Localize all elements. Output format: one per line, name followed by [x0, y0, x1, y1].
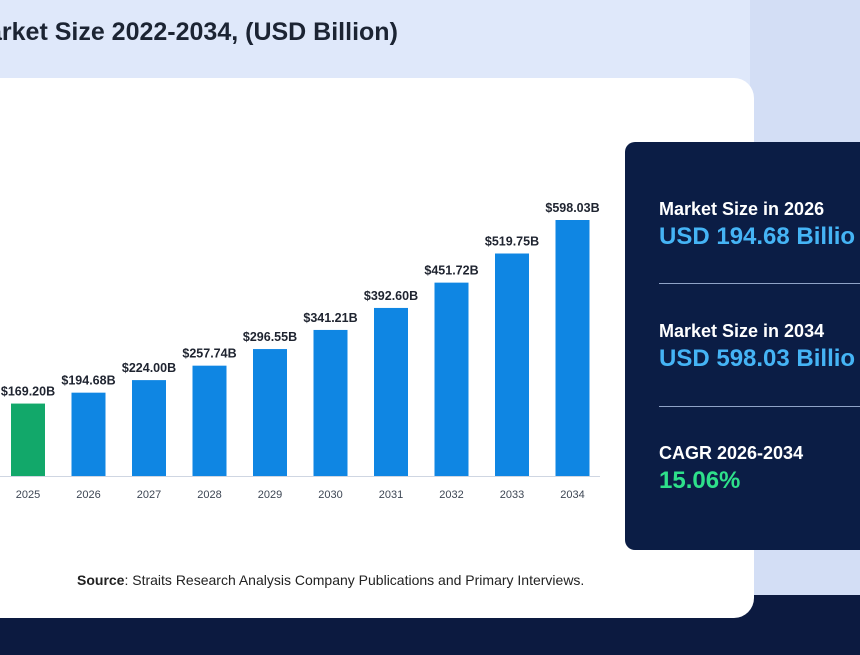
source-text: : Straits Research Analysis Company Publ…	[124, 572, 585, 588]
x-tick-label-2034: 2034	[560, 489, 584, 501]
x-tick-label-2025: 2025	[16, 489, 40, 501]
data-label-2031: $392.60B	[364, 289, 418, 303]
data-label-2027: $224.00B	[122, 361, 176, 375]
x-tick-label-2032: 2032	[439, 489, 463, 501]
bar-2031	[374, 307, 408, 476]
bar-2034	[555, 220, 590, 476]
bar-2028	[192, 365, 227, 476]
bar-chart: $169.20B 2025 $194.68B 2026 $224.00B 2027 $257…	[0, 201, 600, 501]
page-title: arket Size 2022-2034, (USD Billion)	[0, 18, 398, 46]
x-tick-label-2026: 2026	[76, 489, 100, 501]
x-tick-label-2029: 2029	[258, 489, 282, 501]
x-tick-label-2031: 2031	[379, 489, 403, 501]
stat-divider	[659, 406, 860, 407]
stat-market-size-2026: Market Size in 2026 USD 194.68 Billio	[659, 199, 855, 251]
data-label-2032: $451.72B	[424, 264, 478, 278]
data-label-2028: $257.74B	[182, 347, 236, 361]
stat-cagr: CAGR 2026-2034 15.06%	[659, 443, 803, 495]
stat-label: CAGR 2026-2034	[659, 443, 804, 463]
bar-2032	[434, 282, 469, 476]
stat-label: Market Size in 2026	[659, 199, 825, 219]
data-label-2034: $598.03B	[545, 201, 599, 215]
bar-2027	[132, 380, 166, 476]
stat-divider	[659, 283, 860, 284]
bar-2030	[313, 329, 348, 476]
x-tick-label-2028: 2028	[197, 489, 221, 501]
data-label-2033: $519.75B	[485, 235, 539, 249]
bar-2033	[495, 253, 529, 476]
bar-2025	[11, 403, 45, 476]
x-tick-label-2027: 2027	[137, 489, 161, 501]
source-label: Source	[77, 572, 125, 588]
stat-value: 15.06%	[659, 467, 741, 494]
stat-label: Market Size in 2034	[659, 321, 825, 341]
data-label-2029: $296.55B	[243, 330, 297, 344]
stat-value: USD 598.03 Billio	[659, 345, 856, 372]
stat-value: USD 194.68 Billio	[659, 223, 856, 250]
source-note: Source: Straits Research Analysis Compan…	[77, 572, 584, 588]
data-label-2026: $194.68B	[61, 374, 115, 388]
stat-market-size-2034: Market Size in 2034 USD 598.03 Billio	[659, 321, 855, 373]
x-tick-label-2033: 2033	[500, 489, 524, 501]
stats-panel: Market Size in 2026 USD 194.68 Billio Ma…	[625, 142, 860, 550]
data-label-2030: $341.21B	[303, 311, 357, 325]
bar-2029	[253, 349, 287, 476]
bar-2026	[71, 392, 106, 476]
x-tick-label-2030: 2030	[318, 489, 342, 501]
data-label-2025: $169.20B	[1, 385, 55, 399]
